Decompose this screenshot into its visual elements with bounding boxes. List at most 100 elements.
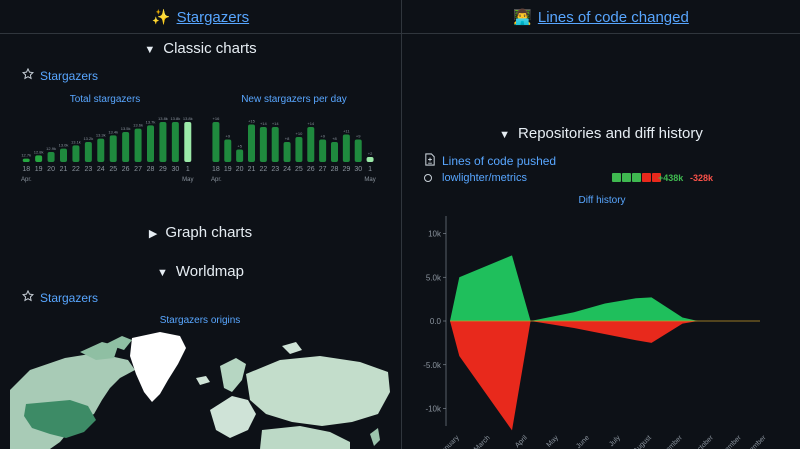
month-label: Apr. xyxy=(21,177,32,183)
diff-bar-add-1 xyxy=(612,173,621,182)
bar-data-label: +8 xyxy=(332,136,337,141)
x-tick-label: January xyxy=(438,434,461,449)
bar-29 xyxy=(159,122,167,162)
expand-triangle-icon: ▼ xyxy=(157,267,168,279)
diff-bar-del-1 xyxy=(642,173,651,182)
x-tick-label: November xyxy=(715,434,743,449)
bar-23 xyxy=(84,142,92,162)
y-tick-label: 0.0 xyxy=(430,317,442,326)
bar-30 xyxy=(354,139,362,162)
repo-circle-icon xyxy=(424,174,432,182)
bar-data-label: +16 xyxy=(213,116,221,121)
tick-label: 19 xyxy=(35,166,43,173)
x-tick-label: June xyxy=(575,434,591,449)
month-label: Apr. xyxy=(211,177,222,183)
bar-26 xyxy=(122,132,130,162)
bar-data-label: 13.5k xyxy=(121,126,131,131)
tick-label: 1 xyxy=(368,166,372,173)
bar-data-label: 13.1k xyxy=(71,139,81,144)
bar-data-label: 13.8k xyxy=(170,116,180,121)
stargazers-link-2[interactable]: Stargazers xyxy=(21,289,99,305)
worldmap-summary[interactable]: ▼ Worldmap xyxy=(0,263,401,280)
x-tick-label: April xyxy=(514,434,529,449)
bar-22 xyxy=(259,127,267,162)
bar-data-label: +14 xyxy=(260,121,268,126)
tick-label: 27 xyxy=(319,166,327,173)
technologist-icon: 👨‍💻 xyxy=(513,8,532,26)
bar-25 xyxy=(295,137,303,162)
map-europe xyxy=(210,396,256,438)
classic-charts-title: Classic charts xyxy=(163,40,257,57)
bar-26 xyxy=(307,127,315,162)
tick-label: 22 xyxy=(259,166,267,173)
loc-header-label: Lines of code changed xyxy=(537,8,689,26)
map-svalbard xyxy=(282,342,302,354)
x-tick-label: December xyxy=(740,434,768,449)
deleted-count: -328k xyxy=(690,173,714,183)
tick-label: 21 xyxy=(248,166,256,173)
tick-label: 23 xyxy=(271,166,279,173)
bar-data-label: 13.3k xyxy=(96,133,106,138)
star-icon xyxy=(21,289,35,305)
bar-data-label: +11 xyxy=(343,129,350,134)
map-russia xyxy=(246,356,390,426)
tick-label: 18 xyxy=(22,166,30,173)
stargazers-worldmap xyxy=(10,330,390,449)
x-tick-label: September xyxy=(655,434,685,449)
classic-charts-summary[interactable]: ▼ Classic charts xyxy=(0,40,401,57)
bar-20 xyxy=(236,149,244,162)
repositories-summary[interactable]: ▼ Repositories and diff history xyxy=(402,125,800,142)
bar-data-label: +9 xyxy=(226,134,231,139)
tick-label: 28 xyxy=(147,166,155,173)
graph-charts-summary[interactable]: ▶ Graph charts xyxy=(0,224,401,241)
x-tick-label: July xyxy=(608,434,622,448)
stargazers-column: ✨ Stargazers ▼ Classic charts Stargazers T… xyxy=(0,0,401,449)
repo-row[interactable]: lowlighter/metrics xyxy=(424,172,527,184)
tick-label: 22 xyxy=(72,166,80,173)
stargazers-header: ✨ Stargazers xyxy=(0,0,401,34)
loc-pushed-label: Lines of code pushed xyxy=(442,154,557,168)
tick-label: 25 xyxy=(295,166,303,173)
diff-history-chart: 10k 5.0k 0.0 -5.0k -10k January March April May J… xyxy=(423,216,768,449)
y-tick-label: 10k xyxy=(428,230,442,239)
bar-20 xyxy=(47,152,55,162)
graph-charts-title: Graph charts xyxy=(165,224,253,241)
x-tick-label: May xyxy=(546,434,561,449)
tick-label: 19 xyxy=(224,166,232,173)
map-canada-islands xyxy=(80,342,118,360)
bar-1 xyxy=(366,157,374,162)
x-tick-label: August xyxy=(633,434,653,449)
map-greenland xyxy=(130,332,186,402)
tick-label: 29 xyxy=(159,166,167,173)
diff-area-added xyxy=(450,255,760,321)
total-stargazers-chart: 12.7k 18 12.8k 19 12.9k 20 13.0k 21 13.1k 22 13.2k… xyxy=(21,116,193,183)
new-stargazers-title: New stargazers per day xyxy=(241,94,347,105)
stargazers-header-link[interactable]: ✨ Stargazers xyxy=(152,8,249,26)
tick-label: 26 xyxy=(122,166,130,173)
bar-data-label: +9 xyxy=(320,134,325,139)
tick-label: 26 xyxy=(307,166,315,173)
bar-28 xyxy=(331,142,338,162)
bar-21 xyxy=(60,148,67,162)
tick-label: 20 xyxy=(236,166,244,173)
diff-bar-add-2 xyxy=(622,173,631,182)
y-tick-label: -10k xyxy=(425,405,442,414)
tick-label: 30 xyxy=(171,166,179,173)
stargazers-link[interactable]: Stargazers xyxy=(21,67,98,83)
map-scandinavia xyxy=(220,358,246,392)
loc-header-link[interactable]: 👨‍💻 Lines of code changed xyxy=(513,8,689,26)
diff-bar-add-3 xyxy=(632,173,641,182)
bar-29 xyxy=(342,134,350,162)
bar-18 xyxy=(212,122,220,162)
loc-pushed-link[interactable]: Lines of code pushed xyxy=(424,153,556,169)
bar-24 xyxy=(97,138,105,162)
stargazers-header-label: Stargazers xyxy=(176,8,250,26)
bar-data-label: +2 xyxy=(368,151,373,156)
tick-label: 24 xyxy=(97,166,105,173)
collapsed-triangle-icon: ▶ xyxy=(148,228,158,240)
diff-area-deleted xyxy=(450,321,760,431)
stargazers-link-label: Stargazers xyxy=(40,290,99,305)
repo-name: lowlighter/metrics xyxy=(442,172,527,184)
stargazers-origins-title: Stargazers origins xyxy=(159,315,241,326)
lines-of-code-column: 👨‍💻 Lines of code changed ▼ Repositories a… xyxy=(402,0,800,449)
